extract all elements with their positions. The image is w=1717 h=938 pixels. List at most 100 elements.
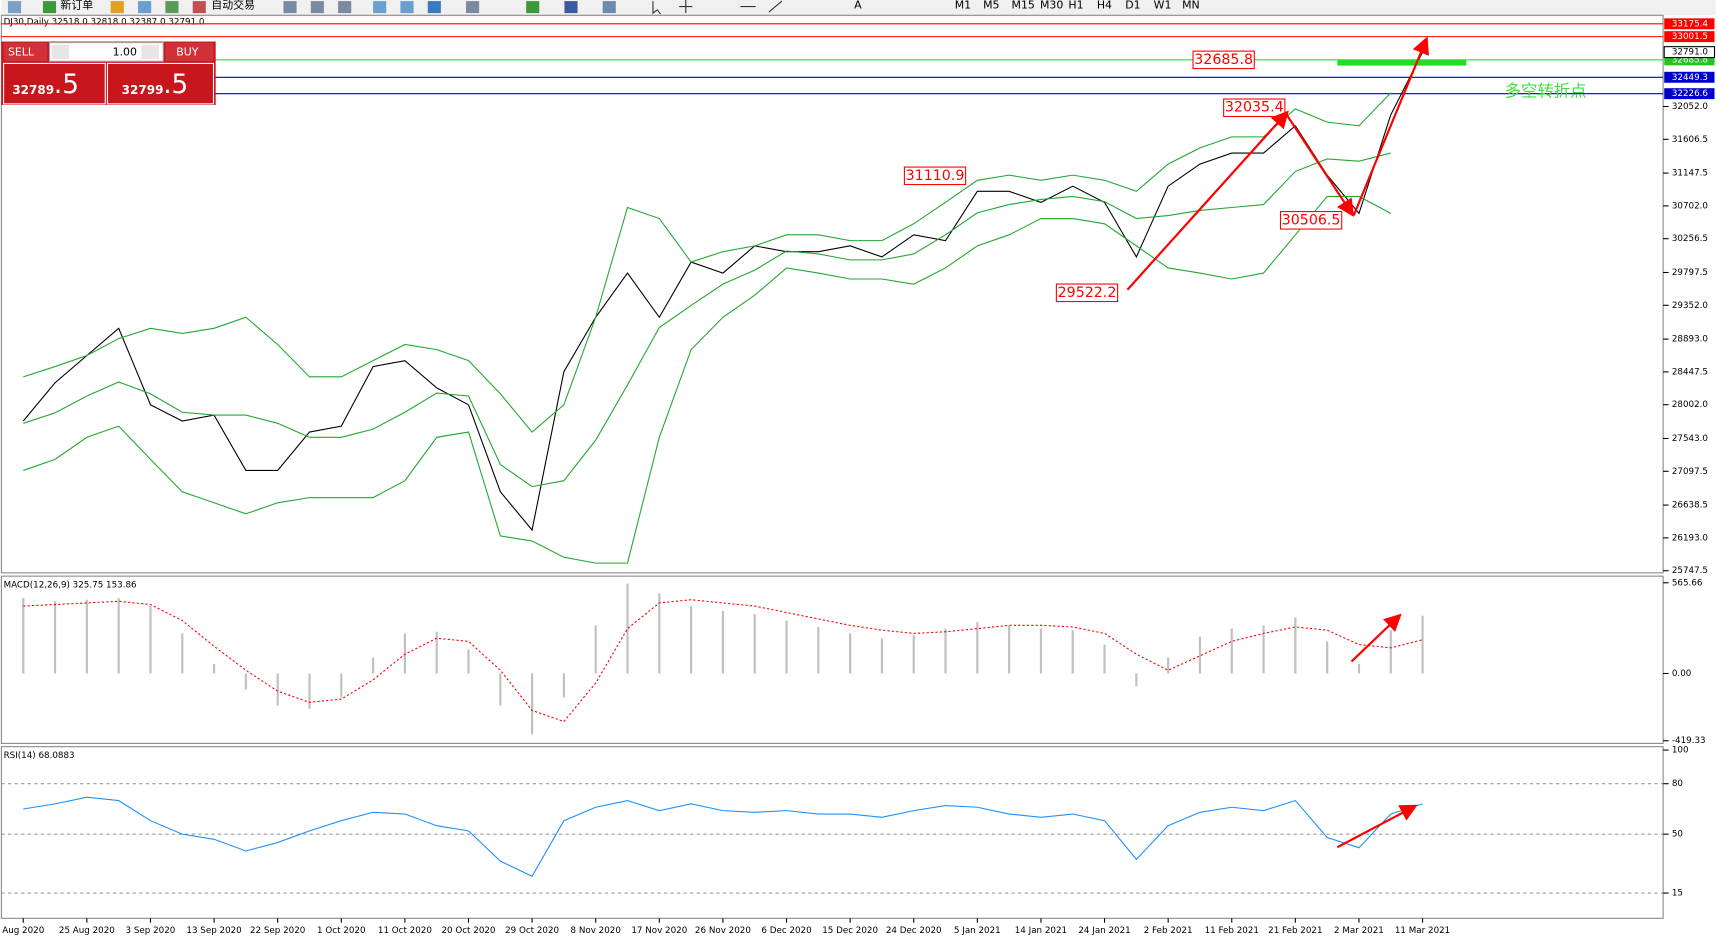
buy-button[interactable] [165, 42, 214, 62]
macd-bar [1071, 630, 1074, 674]
macd-bar [85, 599, 88, 674]
series-line [23, 92, 1392, 433]
annotation-label: 31110.9 [906, 168, 965, 184]
level-label-bg [1664, 31, 1715, 43]
level-label: 32685.8 [1672, 55, 1708, 65]
timeframe[interactable]: H1 [1068, 0, 1083, 11]
x-tick-label: 24 Dec 2020 [886, 926, 942, 936]
x-tick-label: 22 Sep 2020 [250, 926, 305, 936]
macd-bar [1135, 673, 1138, 687]
macd-chart: MACD(12,26,9) 325.75 153.86 565.66 0.00 -41… [4, 578, 1706, 746]
crosshair-tool[interactable] [679, 0, 693, 14]
timeframe[interactable]: D1 [1125, 0, 1140, 11]
series-line [22, 51, 1424, 532]
macd-bar [785, 620, 788, 674]
text-tool[interactable]: A [854, 0, 862, 11]
x-tick-label: 11 Feb 2021 [1205, 926, 1259, 936]
timeframe[interactable]: H4 [1097, 0, 1112, 11]
y-tick-label: 565.66 [1672, 578, 1703, 588]
level-label: 33175.4 [1672, 19, 1709, 29]
macd-bar [1008, 625, 1011, 674]
volume-input[interactable] [48, 42, 164, 62]
x-tick-label: Aug 2020 [2, 926, 44, 936]
arrows [1126, 36, 1429, 849]
volume[interactable]: 1.00 [113, 45, 137, 58]
macd-bar [53, 601, 57, 674]
arrow [1336, 804, 1418, 849]
timeframe[interactable]: M1 [955, 0, 971, 11]
buy-price-pips[interactable]: .5 [163, 70, 188, 100]
tool-icon[interactable] [373, 1, 387, 14]
macd-bar [880, 638, 884, 674]
macd-bar [626, 583, 629, 674]
chart-title: MACD(12,26,9) 325.75 153.86 [4, 580, 137, 590]
macd-bar [1294, 617, 1297, 674]
tool-icon[interactable] [400, 1, 414, 14]
sell-price-box[interactable] [3, 62, 106, 105]
volume-down[interactable] [51, 44, 70, 60]
tool-icon[interactable] [283, 1, 297, 14]
timeframe[interactable]: M5 [983, 0, 999, 11]
y-tick-label: 28893.0 [1672, 335, 1708, 345]
timeframe[interactable]: MN [1182, 0, 1200, 11]
tool-icon[interactable] [310, 1, 324, 14]
tool-icon[interactable] [427, 1, 441, 14]
trend-tool[interactable] [768, 0, 783, 13]
macd-bar [117, 598, 120, 674]
tool-icon[interactable] [7, 1, 22, 14]
macd-bar [976, 622, 979, 674]
buy-price-main[interactable]: 32799 [122, 83, 164, 97]
tool-icon[interactable] [42, 1, 57, 14]
macd-bar [1262, 625, 1265, 674]
macd-bar [149, 606, 152, 674]
timeframe[interactable]: M15 [1012, 0, 1035, 11]
macd-bar [403, 633, 406, 674]
x-tick-label: 14 Jan 2021 [1015, 926, 1067, 936]
main-chart: DJ30,Daily 32518.0 32818.0 32387.0 32791… [1, 17, 1716, 923]
x-tick-label: 13 Sep 2020 [186, 926, 241, 936]
arrow [1126, 110, 1289, 291]
tool-icon[interactable] [526, 1, 540, 14]
sell-label[interactable]: SELL [8, 45, 35, 58]
y-tick-label: 32052.0 [1672, 102, 1708, 112]
tool-icon[interactable] [165, 1, 179, 14]
timeframes: M1 M5 M15 M30 H1 H4 D1 W1 MN [955, 0, 1200, 11]
level-label-bg [1664, 71, 1715, 83]
rsi-panel [0, 746, 1664, 919]
current-price-label: 32791.0 [1672, 48, 1708, 58]
tool-icon[interactable] [110, 1, 124, 14]
tool-icon[interactable] [602, 1, 616, 14]
tool-icon[interactable] [338, 1, 352, 14]
x-tick-label: 2 Mar 2021 [1334, 926, 1384, 936]
macd-bar [912, 634, 915, 674]
new-order[interactable]: 新订单 [60, 0, 93, 11]
tool-icon[interactable] [138, 1, 152, 14]
macd-bar [371, 657, 375, 674]
annotation-label: 30506.5 [1282, 212, 1341, 228]
sell-button[interactable] [3, 42, 48, 62]
buy-label[interactable]: BUY [176, 45, 198, 58]
tool-icon[interactable] [466, 1, 480, 14]
macd-bar [944, 628, 947, 674]
macd-bar [22, 598, 25, 674]
macd-bar [244, 673, 247, 690]
buy-price-box[interactable] [106, 62, 215, 105]
sell-price-pips[interactable]: .5 [54, 70, 79, 100]
tool-icon[interactable] [564, 1, 578, 14]
auto-trading[interactable]: 自动交易 [211, 0, 255, 11]
tool-icon[interactable] [192, 1, 206, 14]
volume-up[interactable] [141, 44, 159, 60]
x-tick-label: 24 Jan 2021 [1078, 926, 1130, 936]
y-tick-label: 26638.5 [1672, 501, 1708, 511]
y-tick-label: 100 [1672, 746, 1689, 756]
arrow [1350, 613, 1402, 663]
timeframe[interactable]: M30 [1040, 0, 1063, 11]
main-panel [0, 14, 1664, 574]
sell-price-main[interactable]: 32789 [12, 83, 54, 97]
macd-bar [562, 673, 565, 698]
timeframe[interactable]: W1 [1154, 0, 1172, 11]
cursor-tool[interactable] [652, 1, 662, 15]
x-tick-label: 3 Sep 2020 [126, 926, 176, 936]
macd-bar [690, 606, 693, 674]
